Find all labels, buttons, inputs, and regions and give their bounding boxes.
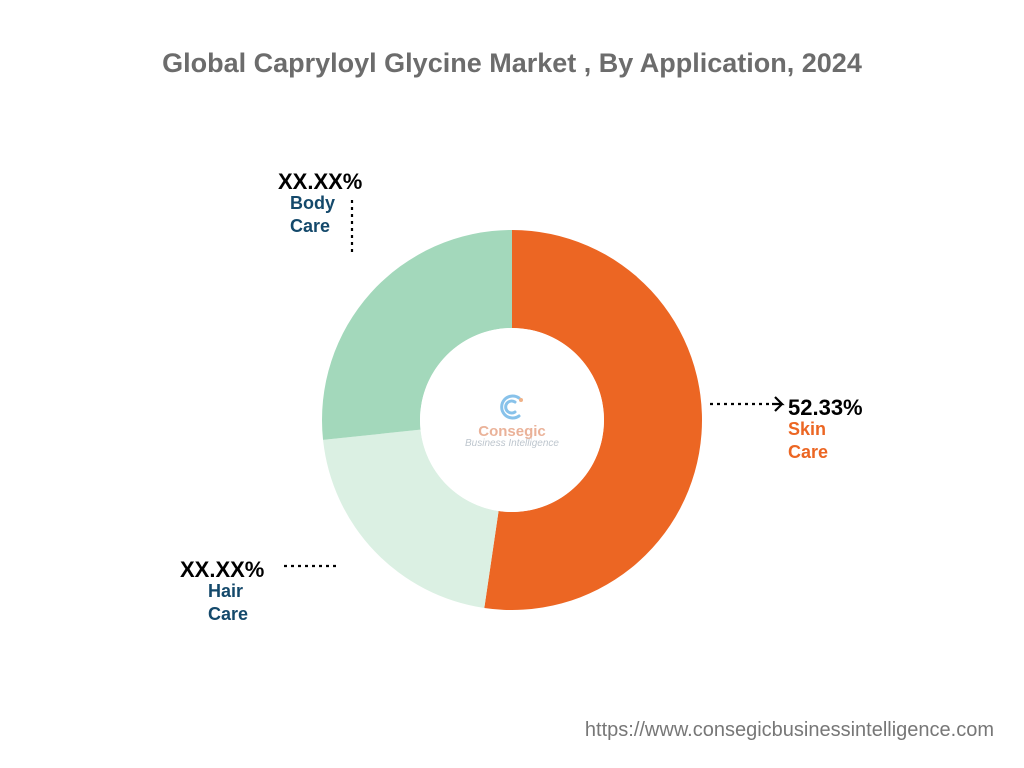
brand-sub-text: Business Intelligence (426, 439, 598, 449)
brand-icon (497, 392, 527, 422)
donut-svg (0, 0, 1024, 768)
leader-arrow-skin-care (772, 397, 782, 411)
cat-body-care: Body Care (290, 192, 335, 237)
brand-main-text: Consegic (426, 424, 598, 439)
donut-chart: Consegic Business Intelligence (0, 0, 1024, 768)
center-logo: Consegic Business Intelligence (426, 392, 598, 449)
cat-hair-care: Hair Care (208, 580, 248, 625)
cat-skin-care: Skin Care (788, 418, 828, 463)
page-root: { "canvas": { "width": 1024, "height": 7… (0, 0, 1024, 768)
footer-url: https://www.consegicbusinessintelligence… (585, 719, 994, 742)
